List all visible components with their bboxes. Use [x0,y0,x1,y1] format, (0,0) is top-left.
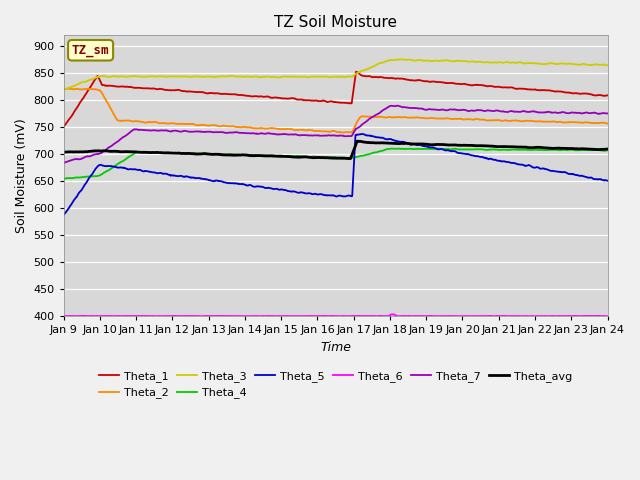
Theta_3 [398,57,406,62]
Theta_4 [280,153,287,159]
Theta_6 [494,313,502,319]
Theta_3 [435,58,442,64]
Theta_6 [280,313,287,319]
Line: Theta_6: Theta_6 [64,314,607,316]
Theta_avg [280,154,287,159]
Line: Theta_5: Theta_5 [64,134,607,215]
Text: TZ_sm: TZ_sm [72,44,109,57]
Theta_avg [300,154,307,160]
Line: Theta_4: Theta_4 [64,148,607,179]
Line: Theta_2: Theta_2 [64,89,607,132]
Theta_2 [434,116,442,121]
Theta_4 [300,154,307,159]
Theta_2 [280,126,287,132]
Theta_6 [484,313,492,319]
Theta_1 [484,84,492,89]
Theta_3 [60,87,68,93]
Theta_6 [434,313,442,319]
Theta_avg [354,138,362,144]
Theta_1 [604,93,611,98]
Theta_5 [484,156,492,162]
Theta_1 [300,97,307,103]
Theta_avg [495,144,502,150]
Theta_3 [495,60,502,65]
Theta_2 [494,117,502,123]
Theta_7 [115,137,123,143]
Title: TZ Soil Moisture: TZ Soil Moisture [274,15,397,30]
Theta_7 [60,160,68,166]
Theta_5 [358,131,366,137]
Theta_1 [60,123,68,129]
Theta_4 [60,176,68,182]
Theta_1 [434,79,442,85]
Theta_7 [604,110,611,116]
Theta_avg [604,146,611,152]
Theta_avg [435,142,442,147]
Theta_4 [494,147,502,153]
Theta_2 [300,127,307,133]
Theta_1 [352,69,360,74]
Line: Theta_avg: Theta_avg [64,141,607,159]
Theta_6 [604,313,611,319]
Theta_5 [115,165,123,170]
Theta_2 [60,86,68,92]
Theta_5 [604,178,611,183]
Theta_6 [300,313,307,319]
Theta_2 [484,118,492,123]
Line: Theta_1: Theta_1 [64,72,607,126]
Theta_7 [434,107,442,113]
Theta_avg [345,156,353,162]
Line: Theta_3: Theta_3 [64,60,607,90]
Theta_6 [388,312,396,317]
Theta_4 [484,147,492,153]
Theta_3 [116,73,124,79]
Theta_5 [494,158,502,164]
Theta_2 [604,121,611,127]
Theta_5 [434,146,442,152]
Theta_7 [394,103,402,108]
Theta_3 [280,73,288,79]
Theta_1 [115,84,123,90]
Theta_4 [115,160,123,166]
Theta_6 [60,313,68,319]
Theta_7 [484,108,492,113]
Theta_1 [280,96,287,101]
Theta_6 [525,313,533,319]
Theta_4 [433,146,441,152]
Theta_avg [115,149,123,155]
Theta_3 [485,60,493,65]
Theta_3 [300,74,308,80]
Theta_7 [300,132,307,138]
Theta_7 [494,108,502,114]
Theta_2 [340,130,348,135]
Theta_4 [604,147,611,153]
Line: Theta_7: Theta_7 [64,106,607,163]
Theta_7 [280,131,287,137]
Theta_2 [115,118,123,123]
Theta_avg [60,149,68,155]
X-axis label: Time: Time [320,341,351,354]
Theta_5 [280,187,287,193]
Theta_4 [435,145,443,151]
Legend: Theta_1, Theta_2, Theta_3, Theta_4, Theta_5, Theta_6, Theta_7, Theta_avg: Theta_1, Theta_2, Theta_3, Theta_4, Thet… [95,367,577,403]
Y-axis label: Soil Moisture (mV): Soil Moisture (mV) [15,118,28,233]
Theta_5 [300,190,307,196]
Theta_6 [115,313,123,319]
Theta_3 [604,62,611,68]
Theta_5 [60,212,68,217]
Theta_1 [494,84,502,90]
Theta_avg [485,143,493,149]
Theta_3 [60,87,68,93]
